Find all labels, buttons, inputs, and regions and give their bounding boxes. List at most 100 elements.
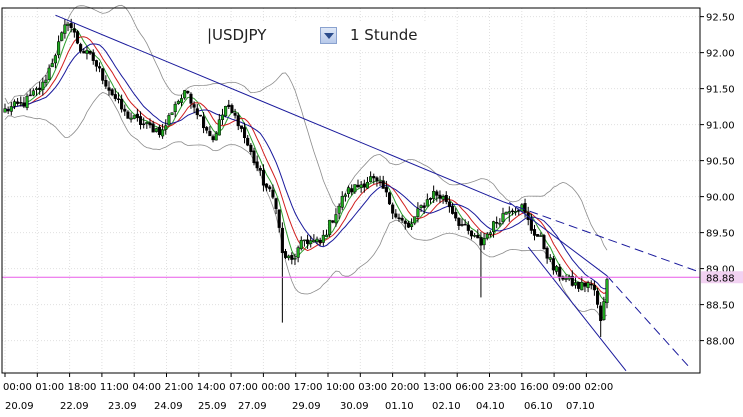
chevron-down-icon[interactable] [320, 27, 337, 44]
candle-body [135, 113, 139, 119]
candle [444, 191, 448, 205]
candle-body [397, 217, 401, 219]
candle [145, 121, 149, 129]
candle [265, 183, 269, 192]
candle-body [75, 31, 80, 44]
candle-body [346, 187, 351, 195]
candle [324, 229, 329, 237]
candle [583, 282, 587, 293]
candle [504, 211, 508, 215]
candle-body [548, 257, 552, 260]
candle-body [394, 213, 398, 218]
candle [154, 127, 158, 133]
candle [482, 232, 486, 250]
x-time-label: 07:00 [229, 382, 258, 393]
candle [233, 108, 237, 119]
candle [485, 231, 489, 241]
candle-body [485, 233, 489, 239]
candle [255, 155, 259, 172]
candle [230, 103, 234, 114]
candle-body [239, 125, 243, 129]
candle-body [369, 176, 373, 182]
ma-fast [4, 27, 608, 301]
candle [16, 97, 20, 106]
candle-body [161, 129, 165, 137]
candle [290, 252, 294, 265]
candle [438, 190, 442, 204]
candle-body [410, 223, 414, 228]
candle-body [91, 52, 95, 61]
candle-body [479, 237, 483, 246]
candle-body [529, 218, 533, 231]
candle-body [44, 79, 48, 83]
candle-body [220, 114, 225, 120]
x-time-label: 20:00 [391, 382, 420, 393]
candle [274, 197, 278, 215]
candle-body [504, 211, 508, 215]
channel-upper-extension [606, 275, 691, 369]
candle [173, 101, 177, 118]
channel-upper [508, 201, 608, 277]
upper-band [4, 4, 608, 251]
candle-body [98, 66, 102, 69]
candle-body [19, 102, 23, 104]
candle [542, 233, 546, 250]
candle [337, 203, 341, 220]
candle [227, 99, 231, 110]
candle [343, 192, 347, 202]
symbol-selector[interactable]: |USDJPY 1 Stunde [204, 22, 432, 49]
candle [113, 88, 117, 102]
x-date-label: 24.09 [154, 401, 183, 412]
x-date-label: 20.09 [5, 401, 34, 412]
candle [296, 245, 300, 263]
candle [359, 181, 363, 193]
candle [6, 106, 10, 114]
candle [334, 208, 338, 227]
candle-body [365, 181, 370, 189]
candle [151, 120, 155, 133]
candle-body [126, 111, 130, 119]
candle-body [252, 150, 256, 163]
candle [419, 204, 423, 213]
candle [142, 117, 146, 129]
candle-body [69, 23, 73, 28]
timeframe-label: 1 Stunde [350, 26, 418, 44]
candle-body [372, 176, 376, 179]
candle-body [258, 168, 262, 171]
candle [224, 105, 228, 118]
candle-body [362, 183, 366, 188]
candle [592, 280, 596, 296]
candle-body [482, 238, 486, 246]
candle [116, 92, 121, 104]
candle [328, 219, 332, 238]
lower-band [4, 92, 608, 319]
candle [63, 18, 67, 39]
candle-body [186, 90, 190, 94]
candle [447, 196, 451, 213]
candle [498, 218, 502, 227]
candle [340, 191, 344, 211]
x-date-label: 04.10 [476, 401, 505, 412]
candle-body [501, 213, 505, 223]
candle [214, 131, 218, 141]
candle [104, 75, 108, 90]
candle-body [337, 205, 341, 214]
candle [400, 215, 404, 224]
candle-body [148, 122, 152, 126]
candle-body [602, 301, 606, 321]
candle [44, 74, 48, 87]
y-tick-label: 91.00 [706, 121, 735, 132]
candle-body [532, 229, 537, 236]
candle-body [138, 116, 143, 126]
candle [356, 179, 360, 189]
candle-body [359, 184, 363, 188]
candle [101, 67, 105, 85]
candle-body [469, 230, 474, 237]
y-tick-label: 91.50 [706, 85, 735, 96]
candle-body [123, 108, 127, 112]
candle-body [299, 239, 303, 250]
candle-body [280, 227, 284, 253]
candle-body [176, 101, 180, 105]
candle-body [167, 115, 171, 126]
